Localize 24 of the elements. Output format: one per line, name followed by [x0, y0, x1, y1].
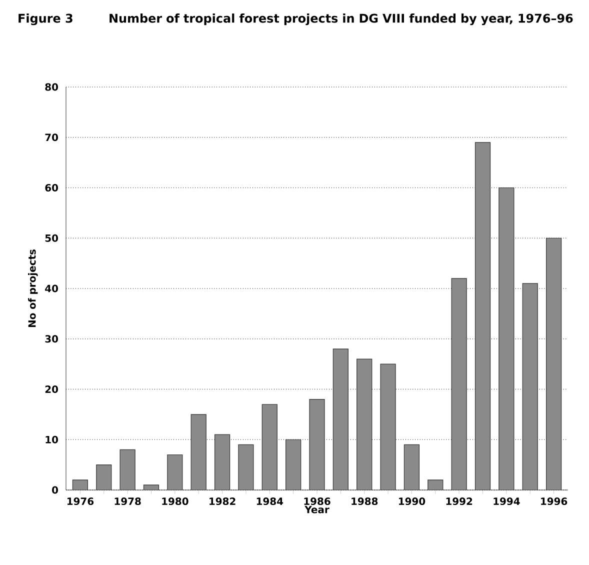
- y-tick-label: 10: [46, 436, 58, 444]
- x-tick-label: 1988: [352, 498, 378, 506]
- x-tick-label: 1980: [162, 498, 188, 506]
- y-tick-label: 30: [45, 335, 58, 343]
- x-tick-label: 1978: [114, 498, 141, 506]
- y-tick-label: 20: [45, 385, 58, 394]
- x-tick-label: 1994: [494, 498, 520, 506]
- x-axis-title: Year: [304, 506, 330, 514]
- chart-title: Number of tropical forest projects in DG VIII funded by year, 1976–96: [110, 14, 573, 26]
- x-tick-label: 1982: [210, 498, 236, 506]
- y-axis-title: No of projects: [28, 249, 38, 328]
- y-tick-label: 60: [45, 184, 58, 192]
- y-tick-label: 50: [45, 234, 58, 242]
- y-tick-label: 40: [45, 284, 58, 292]
- y-tick-label: 0: [52, 486, 58, 494]
- x-tick-label: 1992: [446, 498, 472, 506]
- y-tick-label: 80: [45, 83, 58, 91]
- y-tick-label: 70: [45, 134, 58, 142]
- x-tick-label: 1976: [67, 498, 94, 506]
- x-tick-label: 1990: [398, 498, 426, 506]
- x-tick-label: 1996: [541, 498, 568, 506]
- x-tick-label: 1986: [304, 498, 330, 506]
- caption: Figure 3: [18, 14, 72, 26]
- x-tick-label: 1984: [256, 498, 284, 506]
